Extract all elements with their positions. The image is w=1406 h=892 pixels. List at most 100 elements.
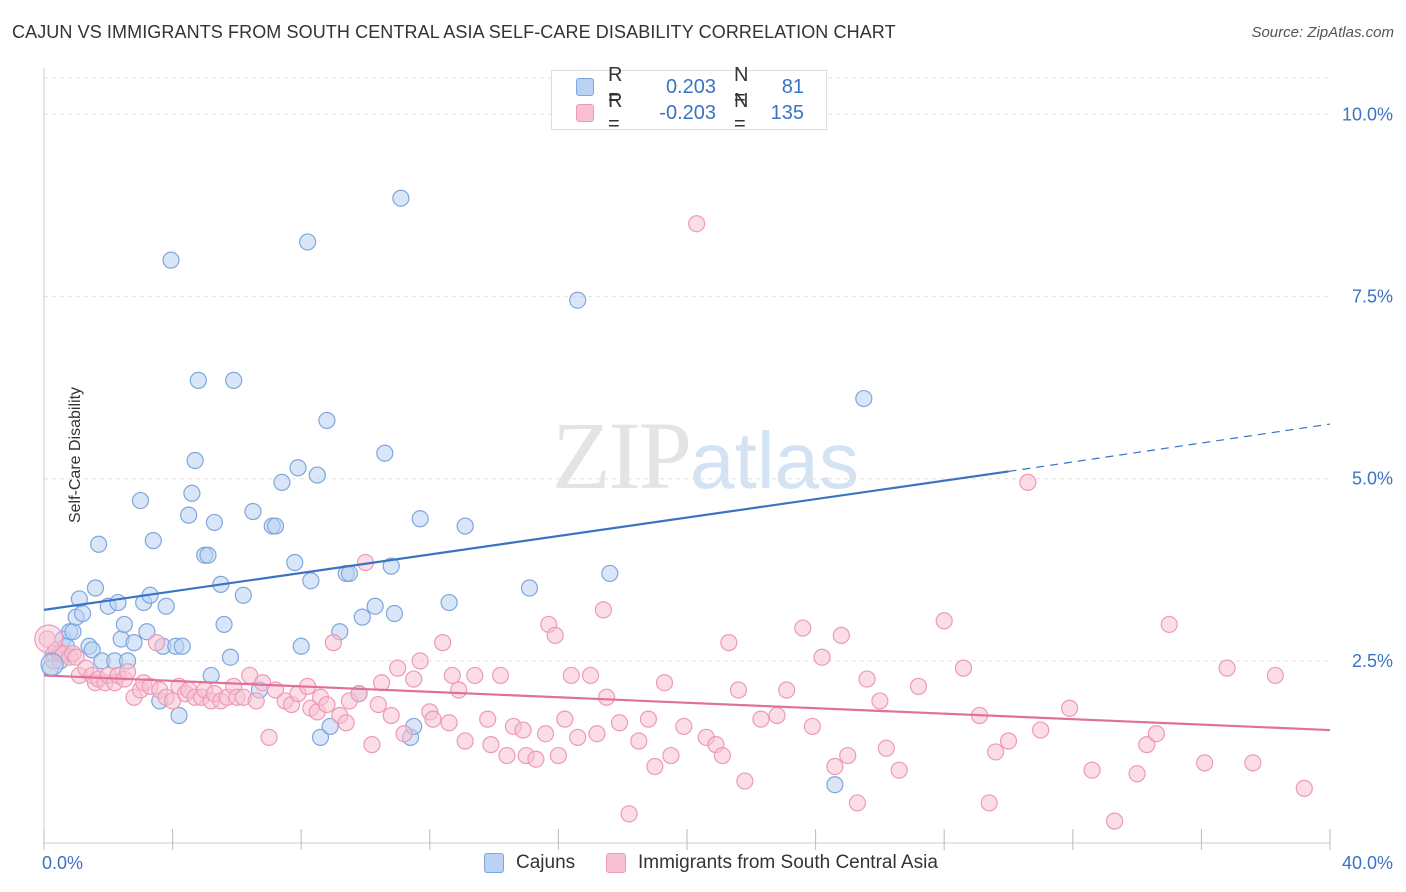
cajun-point [157,597,175,615]
legend-swatch-immigrants [576,104,594,122]
cajun-point [273,473,291,491]
cajun-point [826,776,844,794]
immigrant-point [450,681,468,699]
cajun-point [302,572,320,590]
cajun-point [411,510,429,528]
immigrant-point [598,688,616,706]
immigrant-point [479,710,497,728]
immigrant-point [752,710,770,728]
cajun-point [569,291,587,309]
cajun-point [109,593,127,612]
immigrant-point [954,659,973,677]
immigrant-point [549,746,568,765]
immigrant-point [848,794,866,812]
cajun-point [180,506,198,524]
legend-label-cajuns: Cajuns [516,852,576,873]
immigrant-point [871,692,889,710]
immigrant-point [813,648,831,666]
series-legend: Cajuns Immigrants from South Central Asi… [0,852,1406,878]
cajun-point [183,484,201,502]
immigrant-point [768,706,786,725]
immigrant-point [839,746,857,765]
cajun-point [266,517,285,535]
immigrant-point [832,626,850,644]
cajun-trend-line [43,470,1009,611]
cajun-point [311,728,330,746]
immigrant-point [247,692,265,710]
immigrant-point [38,630,56,648]
cajun-point [308,466,326,484]
immigrant-point [1032,721,1050,739]
cajun-point [289,459,307,477]
immigrant-point [337,714,355,732]
cajun-point [186,451,204,470]
cajun-point [115,615,133,634]
cajun-point [170,706,188,725]
legend-item-immigrants[interactable]: Immigrants from South Central Asia [606,852,938,874]
r-label: R = [608,90,623,135]
immigrant-point [389,659,407,677]
immigrant-point [562,666,580,685]
immigrant-point [610,714,629,732]
immigrant-point [909,677,928,695]
immigrant-point [588,725,606,743]
immigrant-point [675,717,693,736]
immigrant-point [440,714,458,732]
y-tick-label: 10.0% [1342,104,1393,124]
cajun-point [189,371,207,389]
r-label: R = [608,64,623,109]
immigrant-point [713,746,731,765]
cajun-point [125,634,143,652]
immigrant-point [987,743,1005,761]
immigrant-point [1244,754,1262,772]
cajun-point [221,648,240,666]
immigrant-point [318,695,336,714]
immigrant-point [1295,779,1313,797]
immigrant-point [569,728,587,746]
cajun-point [162,251,180,269]
immigrant-point [858,670,876,688]
cajun-point [376,444,394,462]
y-tick-label: 7.5% [1352,287,1393,307]
cajun-point [131,491,150,510]
legend-label-immigrants: Immigrants from South Central Asia [638,852,938,873]
legend-item-cajuns[interactable]: Cajuns [484,852,575,874]
cajun-point [366,597,384,615]
cajun-point [138,623,156,641]
immigrant-point [594,601,613,619]
chart-title: CAJUN VS IMMIGRANTS FROM SOUTH CENTRAL A… [12,22,896,42]
immigrant-point [556,710,574,728]
cajun-point [234,586,252,604]
cajun-point [385,604,404,623]
immigrant-point [324,634,342,652]
immigrant-point [803,717,821,736]
immigrant-point [1218,659,1236,677]
immigrant-point [372,674,391,692]
immigrant-point [778,681,796,699]
cajun-point [292,637,310,655]
immigrant-point [254,674,272,692]
immigrant-point [794,619,812,637]
cajun-point [199,546,217,564]
immigrant-trend-line [43,674,1331,732]
immigrant-point [1147,725,1165,743]
cajun-point [353,608,371,626]
source-label: Source: ZipAtlas.com [1251,24,1394,41]
cajun-trend-extension [1008,423,1331,473]
immigrant-point [877,739,895,757]
immigrant-point [164,692,182,710]
cajun-point [73,604,92,623]
immigrant-point [405,670,423,688]
immigrant-point [382,706,400,725]
cajun-point [64,623,82,641]
immigrant-point [688,215,706,233]
watermark-atlas: atlas [690,416,859,505]
immigrant-point [395,725,413,743]
cajun-point [83,641,101,659]
y-tick-label: 2.5% [1352,651,1393,671]
cajun-point [299,233,317,251]
legend-row-cajuns: R = 0.203 N = 81 [576,64,804,109]
immigrant-point [456,732,474,750]
cajun-point [382,557,400,575]
n-value: 135 [770,101,804,124]
